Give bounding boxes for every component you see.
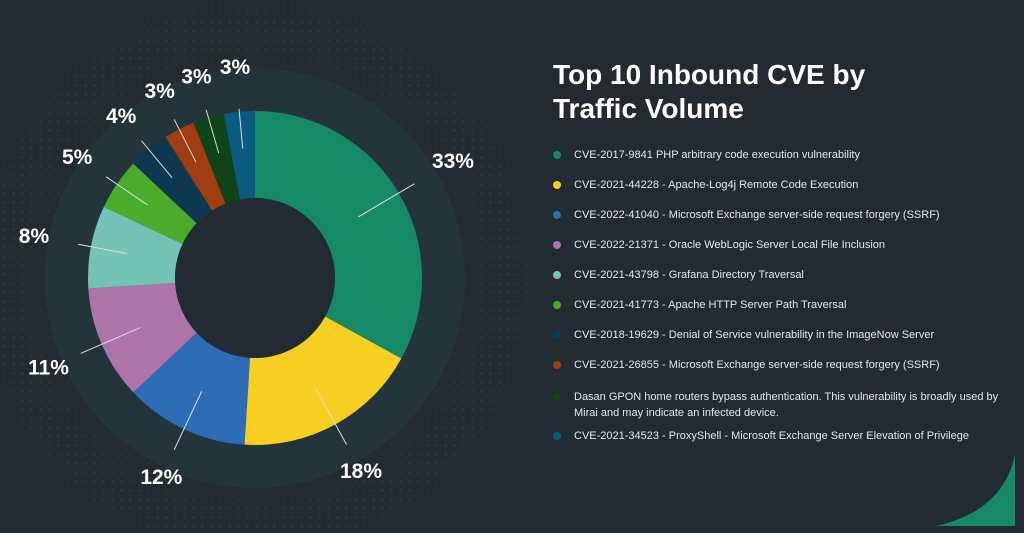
leader-line: [314, 387, 347, 445]
leader-line: [358, 183, 415, 218]
donut-slice: [133, 332, 250, 445]
legend-swatch-icon: [553, 181, 561, 189]
donut-slice: [88, 283, 197, 393]
leader-line: [78, 243, 128, 255]
legend-item: CVE-2022-21371 - Oracle WebLogic Server …: [553, 237, 1003, 253]
chart-title-line-1: Top 10 Inbound CVE by: [553, 59, 866, 90]
legend-label: CVE-2022-41040 - Microsoft Exchange serv…: [574, 209, 940, 221]
donut-slice: [87, 206, 183, 289]
legend-item: Dasan GPON home routers bypass authentic…: [553, 389, 1003, 421]
leader-line: [80, 327, 141, 354]
legend-swatch-icon: [553, 361, 561, 369]
corner-accent-shape: [936, 455, 1015, 526]
legend-label: CVE-2021-44228 - Apache-Log4j Remote Cod…: [574, 179, 859, 191]
legend-swatch-icon: [553, 151, 561, 159]
legend-label: CVE-2021-34523 - ProxyShell - Microsoft …: [574, 430, 969, 442]
legend-swatch-icon: [553, 393, 561, 401]
chart-title-line-2: Traffic Volume: [553, 93, 744, 124]
leader-line: [173, 119, 197, 163]
donut-slice: [255, 111, 422, 359]
donut-slice: [223, 111, 255, 200]
data-label: 3%: [220, 56, 251, 79]
legend-item: CVE-2021-26855 - Microsoft Exchange serv…: [553, 357, 1003, 373]
chart-title: Top 10 Inbound CVE by Traffic Volume: [553, 58, 993, 126]
legend-item: CVE-2018-19629 - Denial of Service vulne…: [553, 327, 1003, 343]
donut-slice: [193, 113, 241, 204]
legend-item: CVE-2017-9841 PHP arbitrary code executi…: [553, 147, 1003, 163]
legend-label: CVE-2021-43798 - Grafana Directory Trave…: [574, 269, 804, 281]
data-label: 5%: [62, 146, 93, 169]
data-label: 11%: [28, 356, 69, 379]
legend-item: CVE-2021-43798 - Grafana Directory Trave…: [553, 267, 1003, 283]
data-label: 33%: [432, 150, 474, 173]
legend-item: CVE-2021-34523 - ProxyShell - Microsoft …: [553, 428, 1003, 444]
legend-swatch-icon: [553, 432, 561, 440]
legend-label: CVE-2021-41773 - Apache HTTP Server Path…: [574, 299, 847, 311]
legend-swatch-icon: [553, 301, 561, 309]
donut-slice: [103, 163, 197, 244]
legend-label: CVE-2021-26855 - Microsoft Exchange serv…: [574, 359, 940, 371]
legend-item: CVE-2021-41773 - Apache HTTP Server Path…: [553, 297, 1003, 313]
leader-line: [105, 176, 148, 206]
donut-hole: [175, 198, 335, 358]
data-label: 3%: [144, 80, 175, 103]
legend-label: CVE-2017-9841 PHP arbitrary code executi…: [574, 149, 860, 161]
legend-item: CVE-2021-44228 - Apache-Log4j Remote Cod…: [553, 177, 1003, 193]
leader-line: [173, 390, 203, 451]
donut-slice: [244, 316, 402, 446]
data-label: 4%: [106, 105, 137, 128]
legend-swatch-icon: [553, 271, 561, 279]
donut-slice: [133, 136, 213, 224]
leader-line: [238, 108, 244, 149]
data-label: 8%: [19, 225, 50, 248]
legend-label: CVE-2022-21371 - Oracle WebLogic Server …: [574, 239, 886, 251]
legend-label: CVE-2018-19629 - Denial of Service vulne…: [574, 329, 935, 341]
legend-swatch-icon: [553, 331, 561, 339]
corner-accent-fill: [936, 455, 1015, 526]
legend-item: CVE-2022-41040 - Microsoft Exchange serv…: [553, 207, 1003, 223]
legend-swatch-icon: [553, 211, 561, 219]
leader-line: [141, 140, 173, 179]
legend-label: Dasan GPON home routers bypass authentic…: [574, 391, 999, 419]
donut-slice: [165, 122, 226, 211]
data-label: 3%: [181, 65, 212, 88]
data-label: 12%: [140, 466, 182, 489]
leader-line: [205, 109, 220, 154]
data-label: 18%: [340, 460, 382, 483]
legend-swatch-icon: [553, 241, 561, 249]
